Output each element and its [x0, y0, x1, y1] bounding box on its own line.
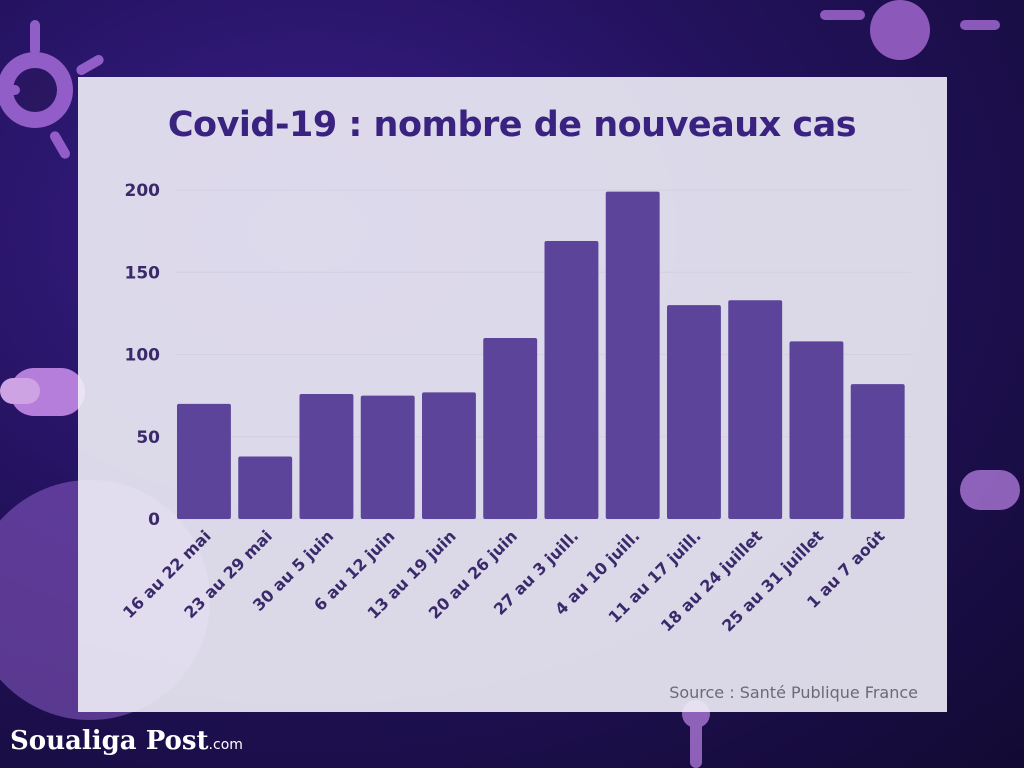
y-tick-label: 150	[125, 263, 161, 283]
bar	[299, 393, 354, 519]
brand-logo: Soualiga Post.com	[10, 726, 243, 756]
bar	[360, 395, 415, 519]
bar	[544, 240, 599, 519]
logo-name: Soualiga Post	[10, 726, 209, 756]
x-tick-label: 25 au 31 juillet	[718, 526, 827, 635]
logo-domain: .com	[208, 737, 243, 753]
source-note: Source : Santé Publique France	[669, 683, 918, 702]
bar	[422, 392, 476, 519]
bar	[789, 341, 844, 519]
bar	[177, 403, 231, 519]
virus-spike-left	[0, 368, 85, 416]
virus-particle-top-right	[820, 0, 1000, 60]
bar	[667, 305, 721, 519]
chart-title: Covid-19 : nombre de nouveaux cas	[167, 105, 857, 145]
bar	[238, 456, 293, 519]
y-tick-label: 100	[125, 346, 161, 366]
bar	[483, 338, 538, 519]
y-tick-label: 200	[125, 181, 161, 201]
bar	[605, 191, 660, 519]
bar	[850, 384, 905, 519]
y-tick-label: 50	[136, 428, 160, 448]
virus-particle-top-left	[0, 20, 104, 159]
bar	[728, 300, 783, 519]
x-tick-label: 18 au 24 juillet	[657, 526, 766, 635]
y-tick-label: 0	[148, 510, 160, 530]
